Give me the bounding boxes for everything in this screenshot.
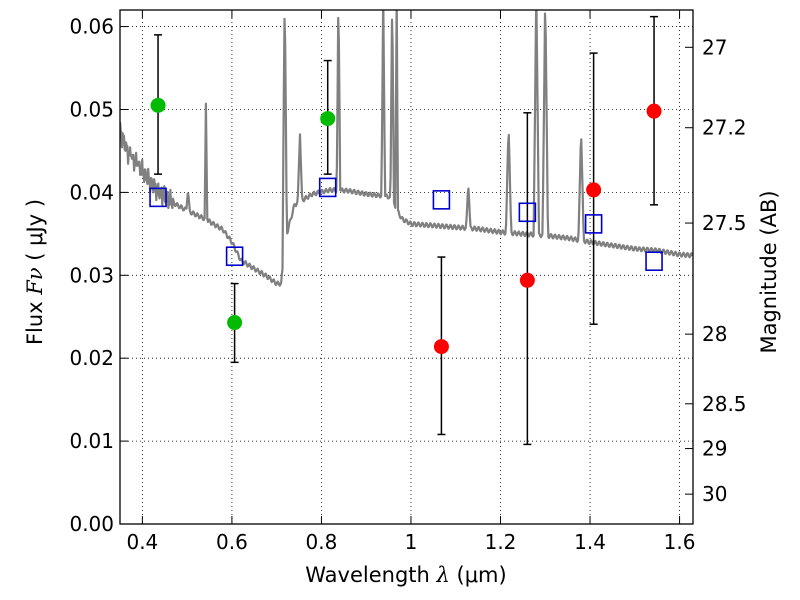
x-tick-label: 1.2 xyxy=(485,530,517,554)
mag-tick-label: 27.5 xyxy=(702,211,747,235)
model-square xyxy=(432,190,451,210)
model-square xyxy=(584,214,603,234)
x-axis-label: Wavelength λ (μm) xyxy=(305,563,506,587)
green-point xyxy=(227,315,243,331)
x-tick-label: 1 xyxy=(405,530,418,554)
x-tick-label: 0.6 xyxy=(216,530,248,554)
red-point xyxy=(646,103,662,119)
mag-tick-label: 30 xyxy=(702,482,727,506)
plot-frame xyxy=(119,9,694,525)
x-tick-label: 0.4 xyxy=(126,530,158,554)
sed-spectrum xyxy=(120,10,693,287)
data-points xyxy=(149,97,663,355)
y-tick-label: 0.01 xyxy=(69,429,114,453)
y-tick-label: 0.06 xyxy=(69,15,114,39)
ticks: 0.4 0.6 0.8 1 1.2 1.4 1.6 0.00 0.01 0.02 0.03 0.04 0… xyxy=(69,10,747,554)
y-tick-label: 0.04 xyxy=(69,180,114,204)
y-tick-label: 0.02 xyxy=(69,346,114,370)
grid xyxy=(120,10,693,525)
mag-tick-label: 28 xyxy=(702,322,727,346)
mag-tick-label: 28.5 xyxy=(702,392,747,416)
y-tick-label: 0.05 xyxy=(69,97,114,121)
green-point xyxy=(150,97,166,113)
mag-tick-label: 29 xyxy=(702,437,727,461)
error-bars xyxy=(154,15,659,446)
model-square xyxy=(645,251,663,271)
model-square xyxy=(518,202,537,223)
mag-tick-label: 27 xyxy=(702,35,727,59)
right-axis-label: Magnitude (AB) xyxy=(757,190,781,353)
model-square xyxy=(225,246,244,267)
model-square xyxy=(318,177,337,198)
red-point xyxy=(433,339,449,355)
x-tick-label: 1.6 xyxy=(664,530,696,554)
model-square xyxy=(149,187,167,208)
x-tick-label: 1.4 xyxy=(574,530,606,554)
sed-curve xyxy=(120,10,693,287)
x-tick-label: 0.8 xyxy=(306,530,338,554)
mag-tick-label: 27.2 xyxy=(702,116,747,140)
y-tick-label: 0.03 xyxy=(69,263,114,287)
red-point xyxy=(586,182,602,198)
green-point xyxy=(320,111,336,127)
y-tick-label: 0.00 xyxy=(69,512,114,536)
plot-border xyxy=(119,9,694,525)
red-point xyxy=(519,272,535,288)
y-axis-label: Flux Fν ( μJy ) xyxy=(23,199,47,345)
